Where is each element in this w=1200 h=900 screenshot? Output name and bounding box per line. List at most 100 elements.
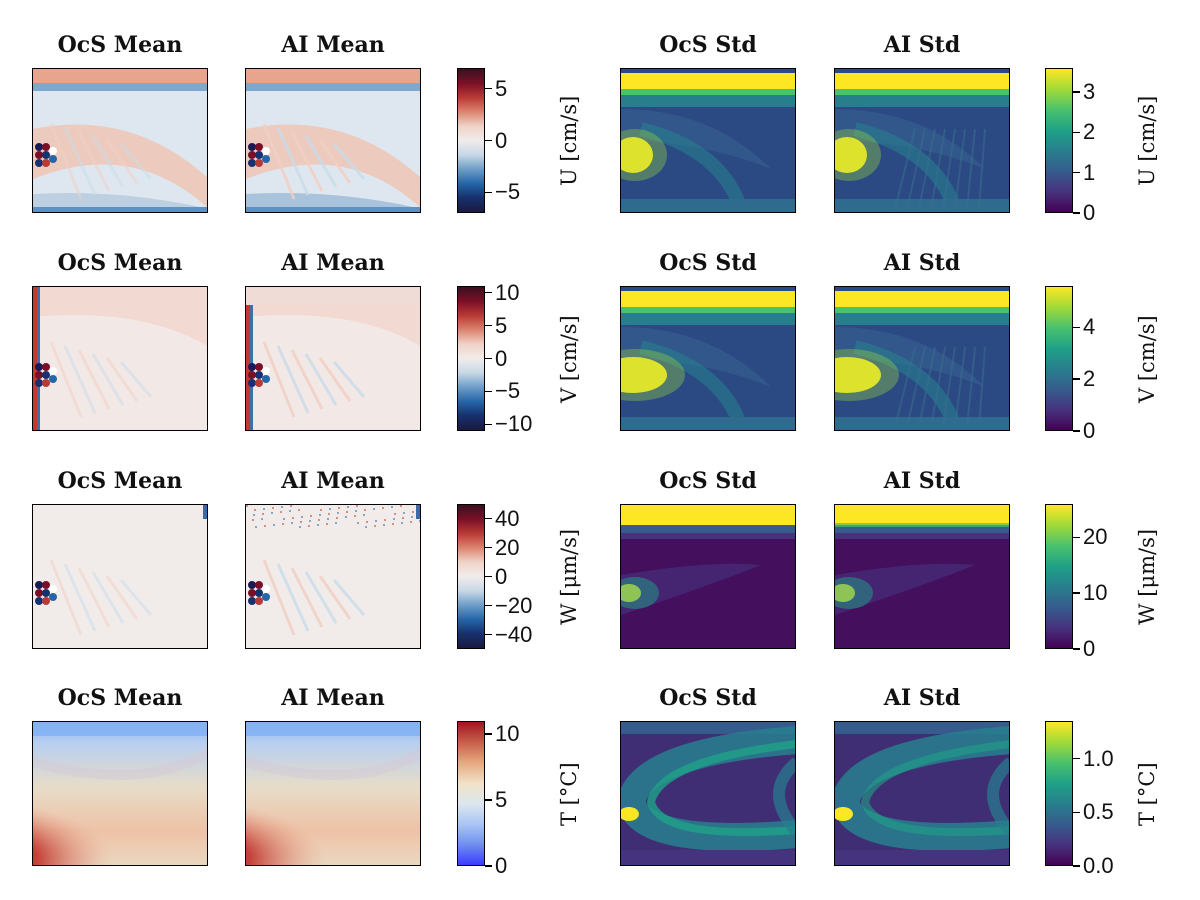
colorbar-label: V [cm/s] bbox=[1135, 314, 1159, 403]
colorbar-tick-label: 40 bbox=[495, 505, 520, 531]
heatmap-image bbox=[835, 722, 1009, 865]
panel-title: OcS Std bbox=[659, 468, 757, 494]
colorbar-tick-label: 5 bbox=[495, 75, 508, 101]
colorbar-tickmark bbox=[485, 191, 492, 194]
colorbar-tick-label: 0.5 bbox=[1083, 799, 1114, 825]
heatmap-image bbox=[246, 287, 420, 430]
colorbar-tickmark bbox=[485, 799, 492, 801]
heatmap-image bbox=[621, 505, 795, 648]
colorbar-tickmark bbox=[1073, 536, 1080, 539]
heatmap-panel-w-0 bbox=[32, 504, 208, 649]
colorbar-tick-label: 0.0 bbox=[1083, 853, 1114, 878]
colorbar-tick-label: 0 bbox=[1083, 200, 1096, 225]
mean-colorbar-w bbox=[457, 504, 485, 649]
colorbar-tickmark bbox=[1073, 865, 1080, 867]
colorbar-tickmark bbox=[485, 604, 492, 607]
heatmap-image bbox=[621, 722, 795, 865]
colorbar-label: W [μm/s] bbox=[1135, 528, 1159, 625]
colorbar-tick-label: 10 bbox=[495, 721, 520, 747]
heatmap-panel-w-3 bbox=[834, 504, 1010, 649]
colorbar-tick-label: 0 bbox=[495, 345, 508, 371]
colorbar-tick-label: 10 bbox=[495, 279, 520, 305]
colorbar-tickmark bbox=[1073, 326, 1080, 329]
heatmap-panel-v-2 bbox=[620, 286, 796, 431]
heatmap-panel-v-0 bbox=[32, 286, 208, 431]
colorbar-tick-label: 0 bbox=[1083, 636, 1096, 661]
colorbar-tickmark bbox=[1073, 378, 1080, 380]
colorbar-tickmark bbox=[1073, 430, 1080, 432]
panel-title: AI Std bbox=[883, 250, 961, 276]
panel-title: OcS Mean bbox=[57, 250, 183, 276]
colorbar-tickmark bbox=[485, 357, 492, 360]
colorbar-tick-label: −5 bbox=[495, 378, 521, 404]
colorbar-tickmark bbox=[485, 139, 492, 142]
colorbar-tick-label: 0 bbox=[495, 563, 508, 589]
heatmap-image bbox=[835, 287, 1009, 430]
colorbar-tickmark bbox=[485, 546, 492, 549]
colorbar-tickmark bbox=[485, 87, 492, 90]
heatmap-image bbox=[246, 69, 420, 212]
panel-title: AI Std bbox=[883, 32, 961, 58]
colorbar-tick-label: 10 bbox=[1083, 580, 1108, 606]
colorbar-tickmark bbox=[1073, 131, 1080, 134]
std-colorbar-w bbox=[1045, 504, 1073, 649]
colorbar-tick-label: −5 bbox=[495, 179, 521, 205]
heatmap-image bbox=[33, 505, 207, 648]
colorbar-label: T [°C] bbox=[557, 761, 581, 826]
colorbar-tick-label: 1.0 bbox=[1083, 745, 1114, 771]
colorbar-tick-label: 2 bbox=[1083, 366, 1096, 392]
colorbar-tick-label: 3 bbox=[1083, 79, 1096, 105]
heatmap-panel-v-1 bbox=[245, 286, 421, 431]
std-colorbar-t bbox=[1045, 721, 1073, 866]
heatmap-image bbox=[33, 287, 207, 430]
colorbar-label: U [cm/s] bbox=[557, 95, 581, 186]
colorbar-tick-label: 0 bbox=[495, 853, 508, 878]
heatmap-panel-u-0 bbox=[32, 68, 208, 213]
mean-colorbar-v bbox=[457, 286, 485, 431]
panel-title: OcS Std bbox=[659, 32, 757, 58]
colorbar-tick-label: 4 bbox=[1083, 314, 1096, 340]
colorbar-tick-label: 5 bbox=[495, 312, 508, 338]
colorbar-tickmark bbox=[1073, 592, 1080, 594]
heatmap-panel-t-1 bbox=[245, 721, 421, 866]
mean-colorbar-t bbox=[457, 721, 485, 866]
heatmap-panel-v-3 bbox=[834, 286, 1010, 431]
std-colorbar-u bbox=[1045, 68, 1073, 213]
heatmap-panel-t-2 bbox=[620, 721, 796, 866]
panel-title: AI Mean bbox=[281, 468, 385, 494]
panel-title: OcS Mean bbox=[57, 685, 183, 711]
colorbar-tickmark bbox=[485, 423, 492, 426]
heatmap-image bbox=[621, 287, 795, 430]
colorbar-tick-label: −40 bbox=[495, 621, 533, 647]
heatmap-panel-t-0 bbox=[32, 721, 208, 866]
colorbar-tickmark bbox=[485, 291, 492, 294]
colorbar-tick-label: −20 bbox=[495, 592, 533, 618]
colorbar-tickmark bbox=[485, 733, 492, 735]
colorbar-tickmark bbox=[1073, 811, 1080, 814]
colorbar-tickmark bbox=[1073, 648, 1080, 650]
panel-title: OcS Mean bbox=[57, 32, 183, 58]
colorbar-tickmark bbox=[1073, 171, 1080, 174]
heatmap-panel-u-2 bbox=[620, 68, 796, 213]
colorbar-tickmark bbox=[485, 390, 492, 393]
colorbar-tickmark bbox=[485, 865, 492, 867]
heatmap-panel-w-2 bbox=[620, 504, 796, 649]
colorbar-label: U [cm/s] bbox=[1135, 95, 1159, 186]
mean-colorbar-u bbox=[457, 68, 485, 213]
heatmap-image bbox=[33, 722, 207, 865]
colorbar-tick-label: 0 bbox=[495, 127, 508, 153]
panel-title: AI Std bbox=[883, 468, 961, 494]
colorbar-tickmark bbox=[485, 517, 492, 520]
colorbar-tickmark bbox=[1073, 757, 1080, 760]
heatmap-image bbox=[33, 69, 207, 212]
colorbar-tickmark bbox=[485, 633, 492, 636]
colorbar-label: V [cm/s] bbox=[557, 314, 581, 403]
panel-title: AI Std bbox=[883, 685, 961, 711]
panel-title: OcS Mean bbox=[57, 468, 183, 494]
heatmap-image bbox=[835, 69, 1009, 212]
colorbar-tickmark bbox=[485, 324, 492, 327]
panel-title: AI Mean bbox=[281, 685, 385, 711]
heatmap-panel-u-1 bbox=[245, 68, 421, 213]
panel-title: AI Mean bbox=[281, 32, 385, 58]
